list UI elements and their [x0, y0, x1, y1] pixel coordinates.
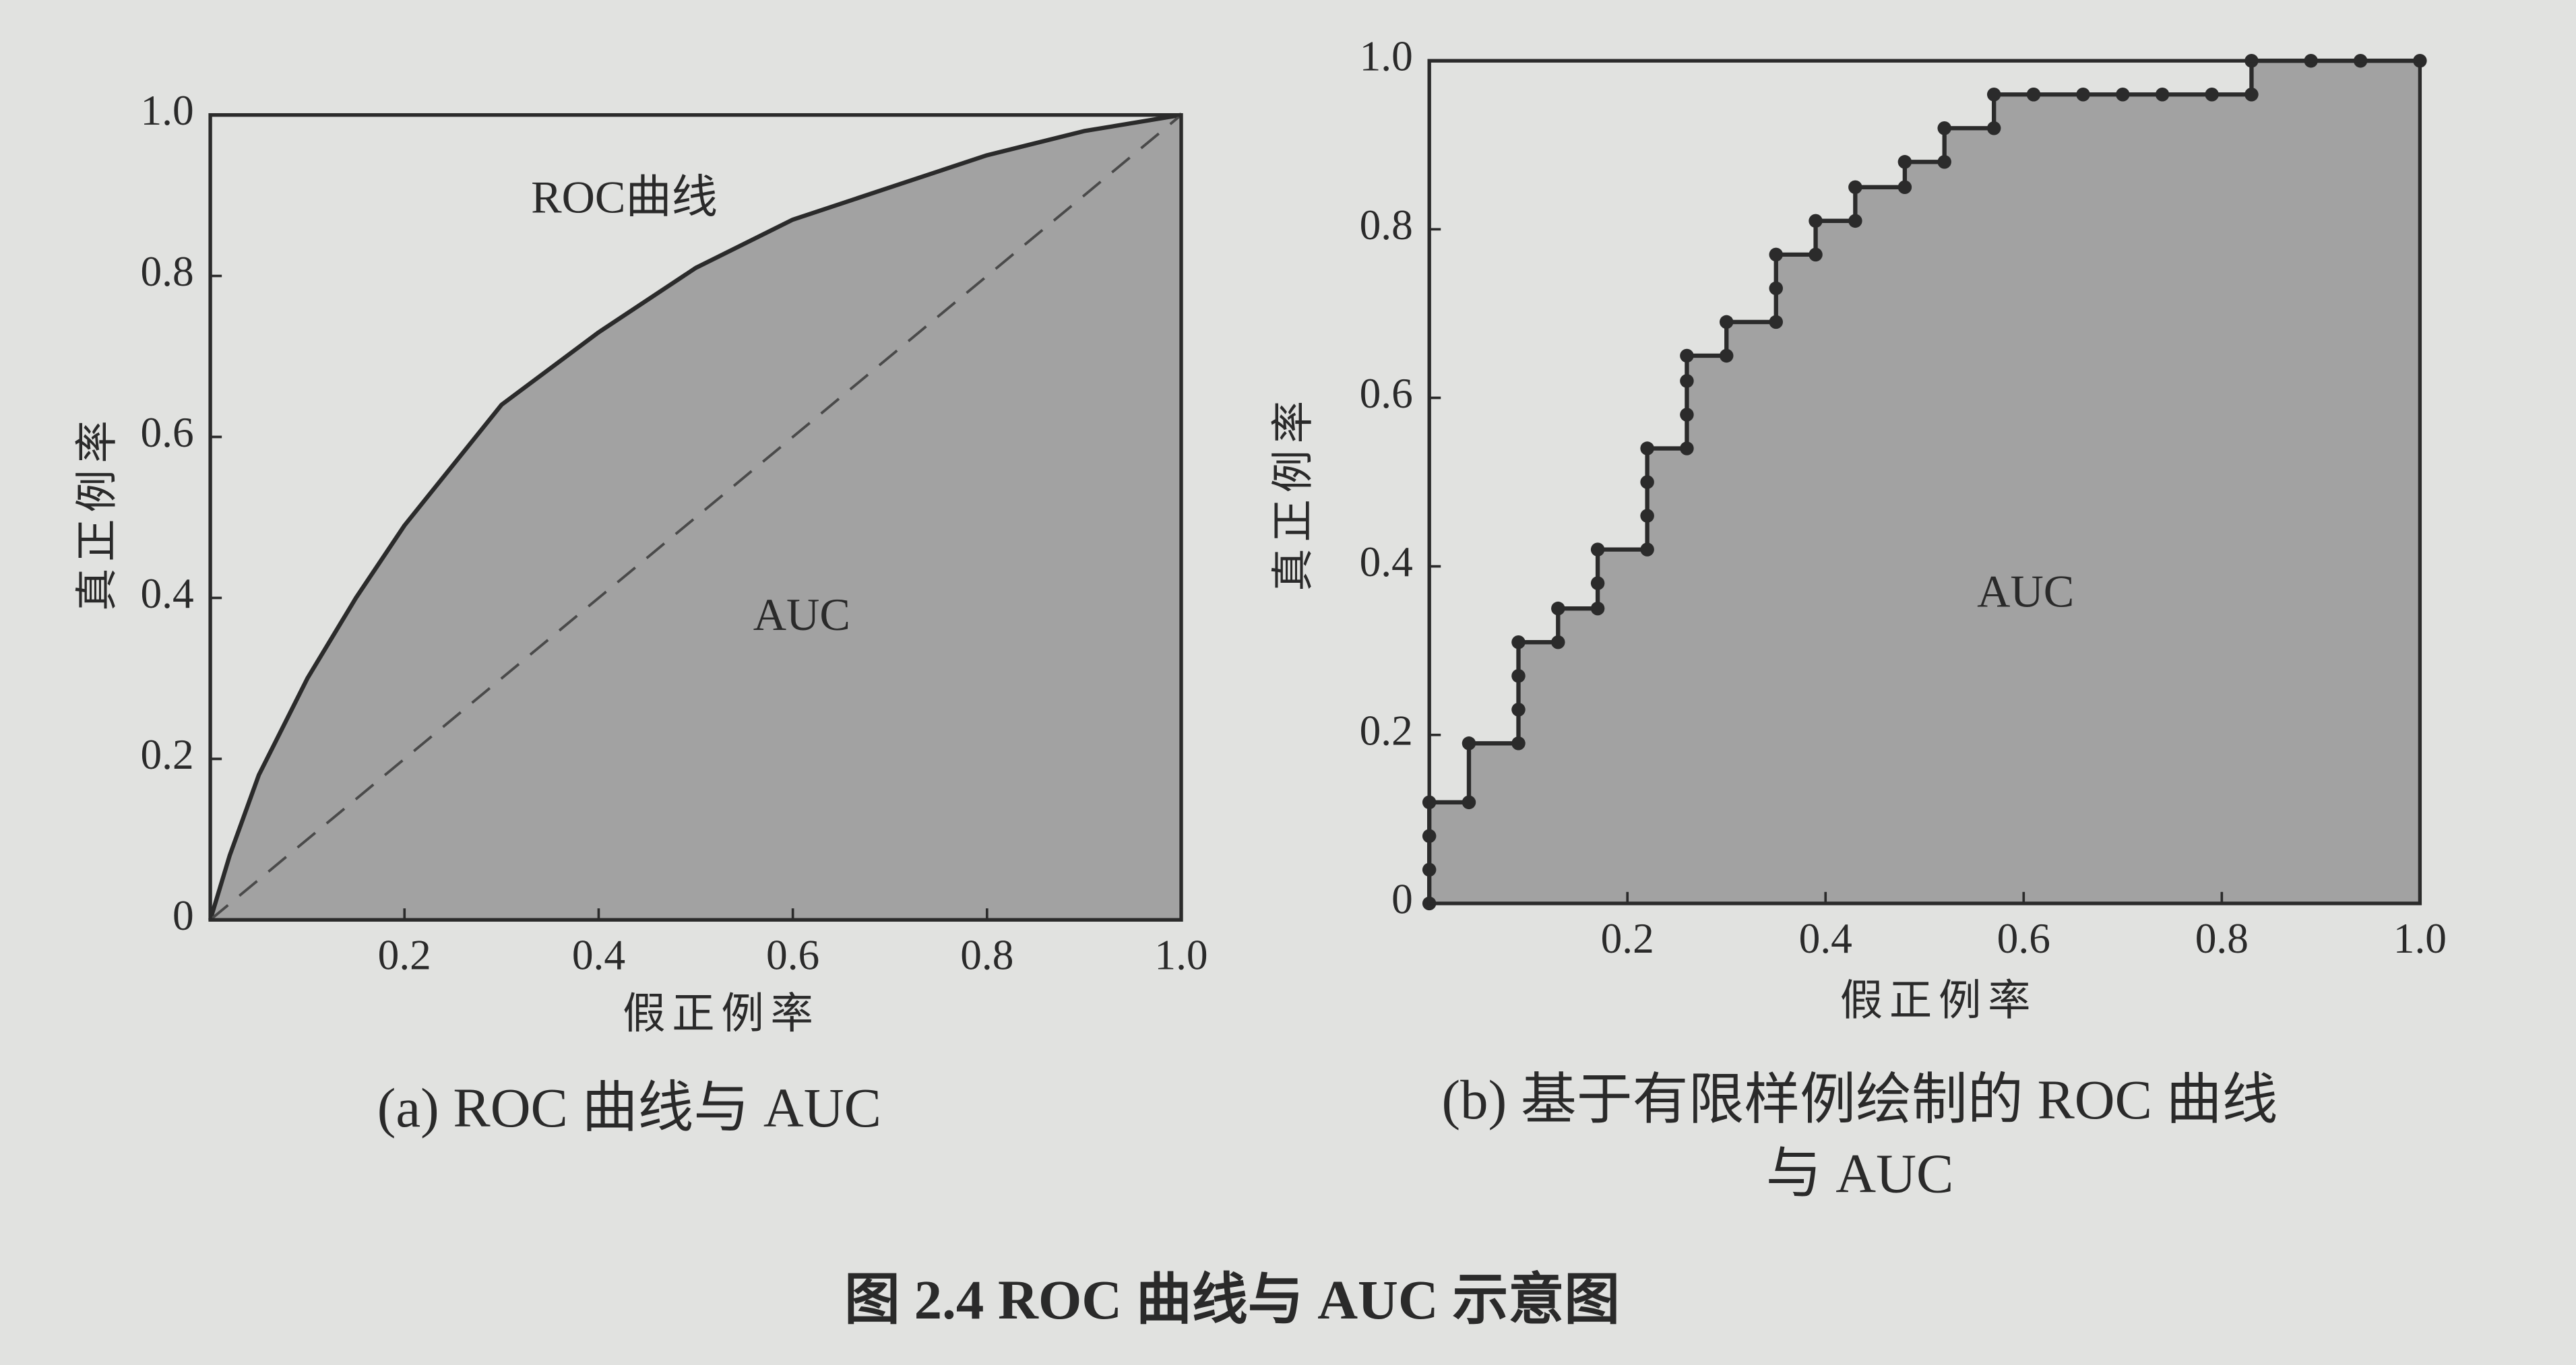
point [1640, 441, 1654, 455]
point [1769, 315, 1783, 329]
y-tick-label: 0.4 [140, 570, 193, 617]
point [1640, 475, 1654, 489]
roc-curve [208, 113, 1182, 921]
y-tick-label: 1.0 [1360, 33, 1413, 80]
y-tick-label: 0.2 [140, 731, 193, 778]
point [2026, 87, 2041, 102]
point [1590, 601, 1605, 616]
point [1809, 214, 1823, 228]
point [1511, 635, 1526, 649]
y-axis-label: 真正例率 [1270, 394, 1317, 592]
point [1511, 668, 1526, 683]
diagonal-line [209, 114, 1183, 921]
y-tick-label: 0.8 [1360, 201, 1413, 249]
x-tick-label: 0.6 [1997, 915, 2050, 962]
y-tick-label: 0.8 [140, 248, 193, 295]
x-tick-label: 0.4 [572, 931, 625, 978]
point [1719, 315, 1734, 329]
point [1897, 155, 1912, 169]
point [1769, 247, 1783, 262]
point [1462, 736, 1476, 751]
point [1769, 281, 1783, 296]
point [1640, 542, 1654, 557]
plot-frame [208, 113, 1183, 922]
point [1719, 348, 1734, 363]
subcaption: 与 AUC [1766, 1143, 1954, 1205]
y-tick-label: 0 [1391, 875, 1413, 922]
subcaption: (b) 基于有限样例绘制的 ROC 曲线 [1442, 1069, 2278, 1131]
x-tick-label: 1.0 [1154, 931, 1207, 978]
point [1937, 121, 1951, 135]
figure-caption: 图 2.4 ROC 曲线与 AUC 示意图 [844, 1269, 1620, 1331]
y-tick-label: 0.6 [140, 409, 193, 456]
y-tick-label: 0.6 [1360, 370, 1413, 417]
point [1937, 155, 1951, 169]
point [1986, 121, 2001, 135]
y-axis-label: 真正例率 [74, 414, 121, 611]
point [1590, 576, 1605, 590]
subcaption: (a) ROC 曲线与 AUC [377, 1077, 881, 1139]
x-tick-label: 1.0 [2393, 915, 2447, 962]
y-tick-label: 0 [172, 892, 194, 939]
point [1551, 601, 1565, 616]
point [1809, 247, 1823, 262]
x-tick-label: 0.8 [960, 931, 1013, 978]
point [1680, 348, 1694, 363]
x-tick-label: 0.8 [2195, 915, 2249, 962]
point [1680, 374, 1694, 388]
point [1680, 408, 1694, 422]
x-axis-label: 假正例率 [1840, 978, 2038, 1025]
annotation: AUC [1977, 566, 2074, 617]
point [1551, 635, 1565, 649]
auc-area [1429, 61, 2420, 903]
point [1848, 180, 1862, 195]
point [2205, 87, 2219, 102]
plot-frame [1427, 59, 2422, 906]
x-tick-label: 0.4 [1799, 915, 1852, 962]
point [1511, 736, 1526, 751]
y-tick-label: 0.4 [1360, 538, 1413, 585]
point [1680, 441, 1694, 455]
point [1640, 509, 1654, 523]
x-axis-label: 假正例率 [623, 990, 820, 1038]
annotation: AUC [753, 589, 850, 640]
y-tick-label: 1.0 [140, 87, 193, 134]
x-tick-label: 0.2 [378, 931, 431, 978]
point [1590, 542, 1605, 557]
point [1511, 703, 1526, 717]
x-tick-label: 0.6 [766, 931, 819, 978]
annotation: ROC曲线 [531, 172, 718, 223]
point [1897, 180, 1912, 195]
y-tick-label: 0.2 [1360, 707, 1413, 754]
point [2076, 87, 2090, 102]
point [2116, 87, 2130, 102]
point [1462, 795, 1476, 810]
point [2155, 87, 2170, 102]
point [2244, 87, 2259, 102]
x-tick-label: 0.2 [1601, 915, 1654, 962]
point [1986, 87, 2001, 102]
point [1848, 214, 1862, 228]
